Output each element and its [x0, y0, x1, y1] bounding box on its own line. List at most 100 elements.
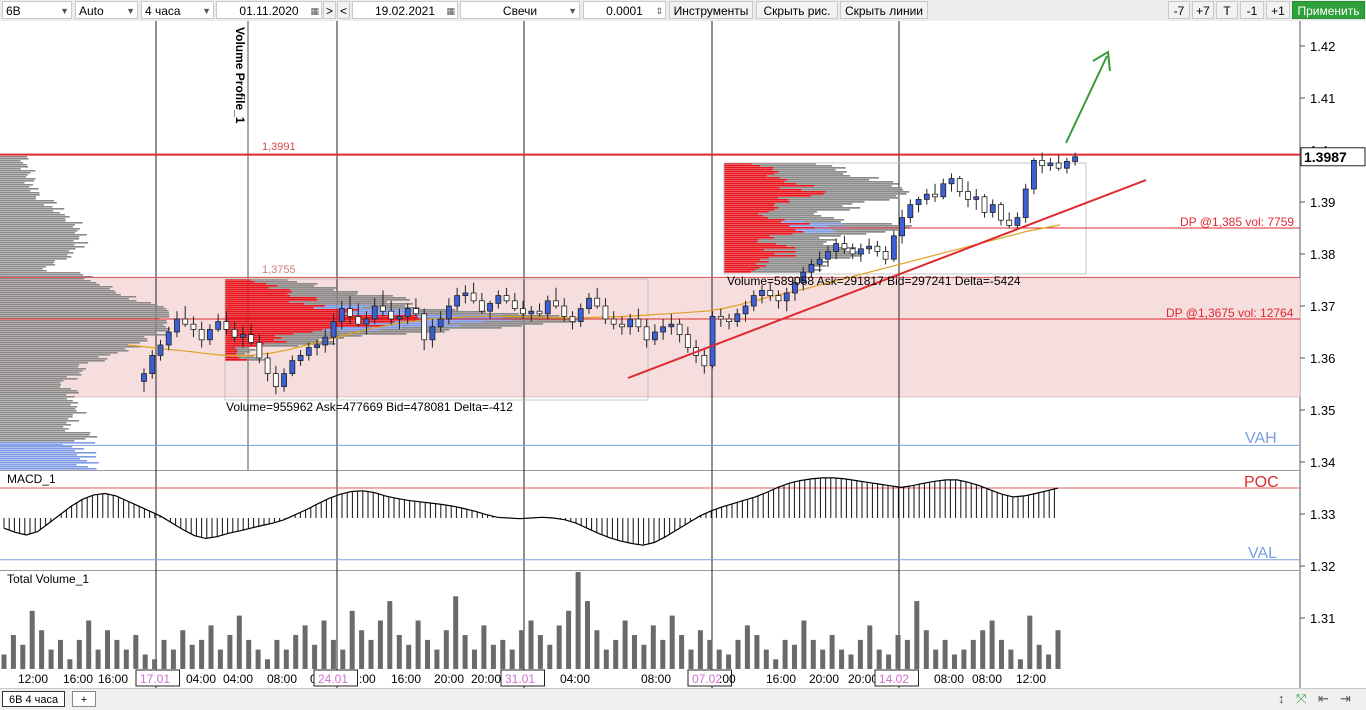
nav-back-button[interactable]: <: [337, 1, 350, 19]
hide-lines-button[interactable]: Скрыть линии: [840, 1, 928, 19]
candle: [684, 326, 691, 353]
profile-ask-bar: [225, 279, 252, 281]
candle-down-body: [478, 300, 485, 312]
profile-ask-bar: [724, 245, 787, 247]
profile-bid-bar: [751, 163, 817, 165]
profile-ask-bar: [225, 295, 291, 297]
profile-bar: [0, 312, 170, 314]
profile-ask-bar: [225, 285, 278, 287]
instruments-button[interactable]: Инструменты: [669, 1, 753, 19]
profile-ask-bar: [724, 165, 761, 167]
date-to-field[interactable]: 19.02.2021 ▦: [352, 1, 458, 19]
tick-size-stepper[interactable]: 0.0001 ⇕: [583, 1, 666, 19]
candle-down-body: [182, 318, 189, 325]
profile-bid-bar: [792, 233, 867, 235]
t-button[interactable]: T: [1216, 1, 1238, 19]
chart-tab[interactable]: 6B 4 часа: [2, 691, 66, 707]
candle: [849, 243, 856, 260]
volume-bar: [406, 644, 412, 670]
volume-bar: [152, 659, 158, 669]
candle: [619, 316, 625, 335]
volume-bar: [575, 572, 581, 669]
profile-bid-bar: [774, 205, 843, 207]
fit-screen-icon[interactable]: ⤧: [1296, 691, 1307, 706]
price-chart[interactable]: MACD_1 Total Volume_1 1.421.411.41.391.3…: [0, 21, 1366, 688]
timeframe-select[interactable]: 4 часа ▼: [141, 1, 214, 19]
profile-ask-bar: [724, 209, 775, 211]
candle: [981, 194, 988, 218]
profile-bar: [0, 208, 65, 210]
profile-bid-bar: [482, 321, 577, 323]
profile-poc-bar: [332, 327, 402, 329]
volume-bar: [453, 596, 459, 670]
candle-down-body: [536, 310, 543, 315]
profile-ask-bar: [724, 223, 810, 225]
volume-bar: [952, 654, 957, 669]
profile-bid-bar: [790, 201, 865, 203]
time-tick-label: 16:00: [98, 672, 128, 686]
add-tab-button[interactable]: +: [72, 691, 96, 707]
apply-button[interactable]: Применить: [1292, 1, 1365, 19]
candle: [989, 199, 996, 218]
chart-type-value: Свечи: [502, 4, 538, 18]
profile-ask-bar: [724, 215, 764, 217]
chart-type-select[interactable]: Свечи ▼: [460, 1, 580, 19]
candle-up-body: [1014, 217, 1021, 226]
zoom-out-7-button[interactable]: -7: [1168, 1, 1190, 19]
scroll-left-icon[interactable]: ⇤: [1318, 691, 1329, 706]
vertical-resize-icon[interactable]: ↕: [1278, 691, 1285, 706]
profile-bar: [0, 408, 76, 410]
candle: [742, 300, 749, 322]
profile-ask-bar: [724, 191, 826, 193]
candle-up-body: [297, 354, 304, 361]
candle-up-body: [1063, 161, 1070, 169]
candle-up-body: [1031, 159, 1037, 190]
volume-bar: [490, 644, 496, 670]
profile-ask-bar: [724, 235, 770, 237]
volume-bar: [622, 620, 628, 669]
profile-ask-bar: [724, 171, 779, 173]
profile-bid-bar: [779, 177, 879, 179]
candle-up-body: [404, 308, 411, 317]
time-tick-label: 16:00: [766, 672, 796, 686]
volume-bar: [67, 659, 73, 669]
profile-bar: [0, 366, 79, 368]
volume-bar: [39, 630, 45, 669]
profile-bid-bar: [768, 261, 829, 263]
date-from-field[interactable]: 01.11.2020 ▦: [216, 1, 322, 19]
minus-one-button[interactable]: -1: [1240, 1, 1264, 19]
volume-bar: [970, 639, 976, 669]
profile-ask-bar: [225, 315, 418, 317]
candle: [503, 287, 510, 304]
candle-up-body: [651, 331, 658, 341]
symbol-select[interactable]: 6B ▼: [2, 1, 72, 19]
volume-bar: [217, 649, 223, 669]
calendar-icon: ▦: [310, 6, 319, 16]
profile-bar: [0, 178, 36, 180]
hide-drawings-button[interactable]: Скрыть рис.: [756, 1, 838, 19]
profile-bar: [0, 252, 74, 254]
volume-bar: [726, 654, 732, 669]
profile-bid-bar: [317, 299, 410, 301]
profile-bid-bar: [237, 351, 250, 353]
plus-one-button[interactable]: +1: [1266, 1, 1290, 19]
volume-bar: [886, 654, 892, 669]
candle-up-body: [165, 331, 172, 346]
candle: [668, 313, 675, 335]
candle: [190, 316, 197, 338]
profile-ask-bar: [724, 229, 796, 231]
profile-bar: [0, 232, 76, 234]
candle: [750, 290, 757, 312]
scroll-right-icon[interactable]: ⇥: [1340, 691, 1351, 706]
candle-up-body: [866, 245, 873, 250]
candle-up-body: [289, 360, 296, 375]
nav-forward-button[interactable]: >: [323, 1, 336, 19]
zoom-in-7-button[interactable]: +7: [1192, 1, 1214, 19]
volume-bar: [48, 649, 54, 669]
profile-bar: [0, 390, 78, 392]
profile-bar: [0, 394, 67, 396]
candle: [511, 293, 518, 312]
candle: [874, 241, 881, 257]
candle: [792, 277, 798, 301]
scale-select[interactable]: Auto ▼: [75, 1, 138, 19]
